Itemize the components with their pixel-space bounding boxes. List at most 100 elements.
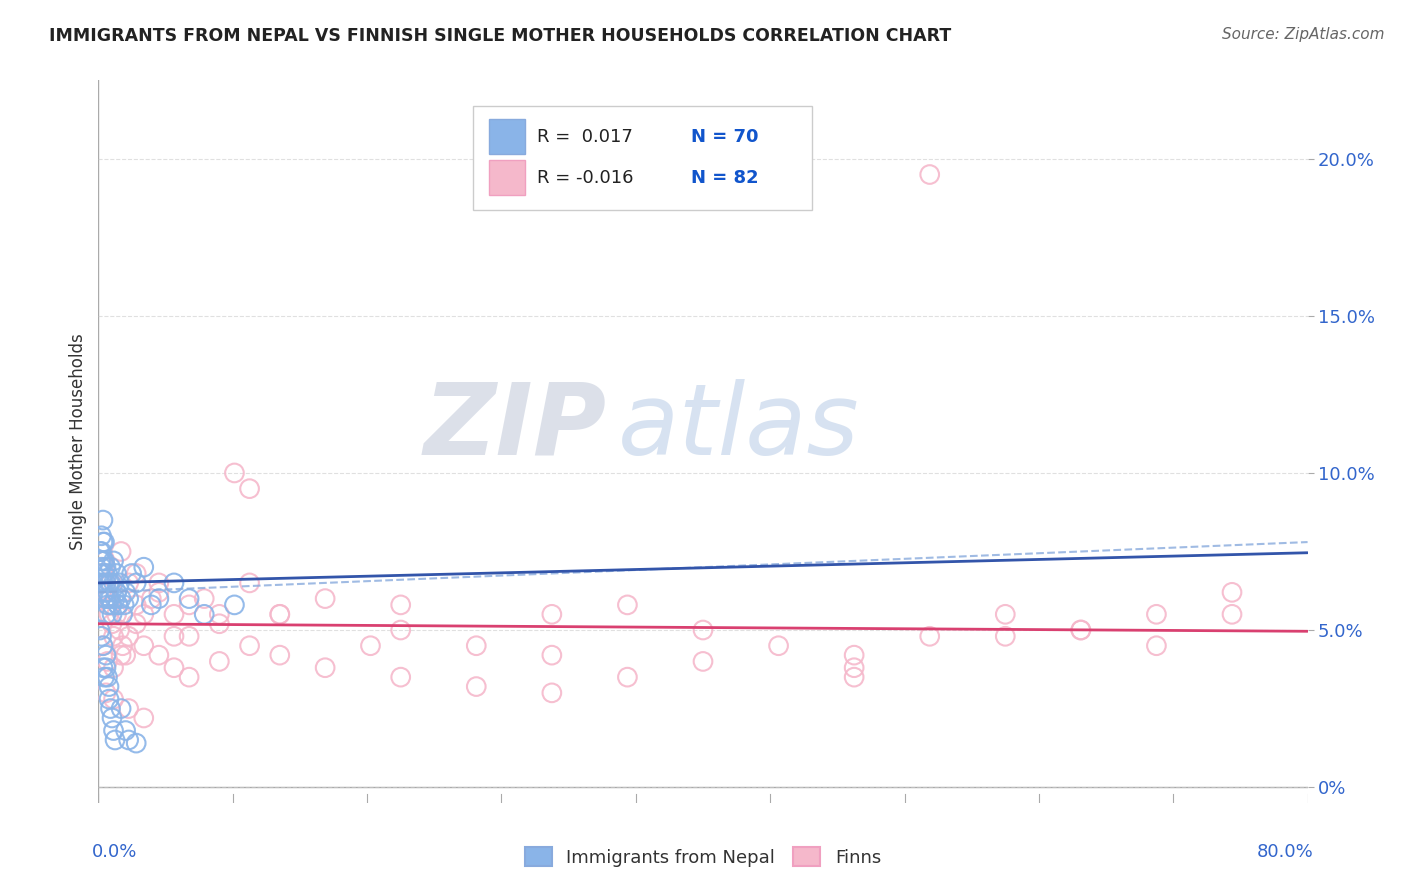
Point (114, 648, 136, 662)
Point (132, 560, 155, 574)
Point (1070, 623, 1092, 637)
Point (96, 670, 118, 684)
Point (1144, 607, 1167, 622)
Point (314, 591, 336, 606)
Point (105, 566, 128, 581)
Point (141, 591, 163, 606)
Point (918, 168, 941, 182)
Point (114, 585, 136, 599)
Point (465, 639, 488, 653)
Point (224, 598, 246, 612)
Point (91, 513, 114, 527)
Point (269, 607, 291, 622)
Legend: Immigrants from Nepal, Finns: Immigrants from Nepal, Finns (517, 840, 889, 874)
Point (111, 639, 134, 653)
Point (91, 661, 114, 675)
Point (121, 566, 143, 581)
Point (101, 598, 124, 612)
Point (94, 661, 117, 675)
Y-axis label: Single Mother Households: Single Mother Households (69, 334, 87, 549)
Point (540, 607, 562, 622)
Point (118, 591, 141, 606)
FancyBboxPatch shape (474, 105, 811, 211)
Point (94, 575, 117, 590)
Point (103, 629, 125, 643)
Point (132, 711, 155, 725)
Point (844, 648, 866, 662)
Point (269, 648, 291, 662)
Text: Source: ZipAtlas.com: Source: ZipAtlas.com (1222, 27, 1385, 42)
Point (89, 623, 111, 637)
Point (104, 733, 127, 747)
Point (93, 560, 115, 574)
Point (96, 585, 118, 599)
Point (110, 701, 132, 715)
Point (101, 616, 124, 631)
Point (108, 575, 131, 590)
Point (90, 554, 112, 568)
Point (465, 680, 488, 694)
Point (93, 554, 115, 568)
Point (96, 566, 118, 581)
Point (105, 585, 128, 599)
Point (360, 639, 382, 653)
Point (100, 575, 122, 590)
Point (100, 575, 122, 590)
Point (94, 560, 117, 574)
Point (918, 629, 941, 643)
Point (118, 575, 141, 590)
Point (90, 585, 112, 599)
Point (125, 566, 148, 581)
Point (224, 466, 246, 480)
Point (94, 591, 117, 606)
Point (107, 598, 129, 612)
Point (105, 607, 128, 622)
Point (616, 670, 638, 684)
Point (389, 670, 412, 684)
Point (91, 535, 114, 549)
Point (132, 607, 155, 622)
Point (101, 607, 124, 622)
Text: 0.0%: 0.0% (93, 843, 138, 861)
Point (89, 566, 111, 581)
Point (93, 554, 115, 568)
Point (94, 686, 117, 700)
Text: ZIP: ZIP (423, 378, 606, 475)
Point (98, 575, 121, 590)
Point (93, 585, 115, 599)
Point (1070, 623, 1092, 637)
Point (994, 607, 1017, 622)
Point (132, 639, 155, 653)
Point (89, 575, 111, 590)
FancyBboxPatch shape (489, 120, 526, 154)
Point (89, 544, 111, 558)
Point (540, 686, 562, 700)
Point (239, 639, 262, 653)
Point (94, 607, 117, 622)
Point (105, 585, 128, 599)
Point (98, 607, 121, 622)
Point (148, 585, 170, 599)
FancyBboxPatch shape (489, 161, 526, 195)
Point (148, 575, 170, 590)
Point (90, 629, 112, 643)
Point (844, 670, 866, 684)
Point (103, 661, 125, 675)
Point (389, 598, 412, 612)
Point (314, 661, 336, 675)
Point (94, 575, 117, 590)
Point (179, 670, 201, 684)
Point (103, 692, 125, 706)
Point (269, 607, 291, 622)
Point (107, 598, 129, 612)
Point (540, 648, 562, 662)
Point (844, 661, 866, 675)
Point (108, 623, 131, 637)
Point (768, 639, 790, 653)
Point (692, 655, 714, 669)
Point (100, 591, 122, 606)
Point (1220, 585, 1243, 599)
Point (208, 616, 231, 631)
Point (1220, 607, 1243, 622)
Point (208, 655, 231, 669)
